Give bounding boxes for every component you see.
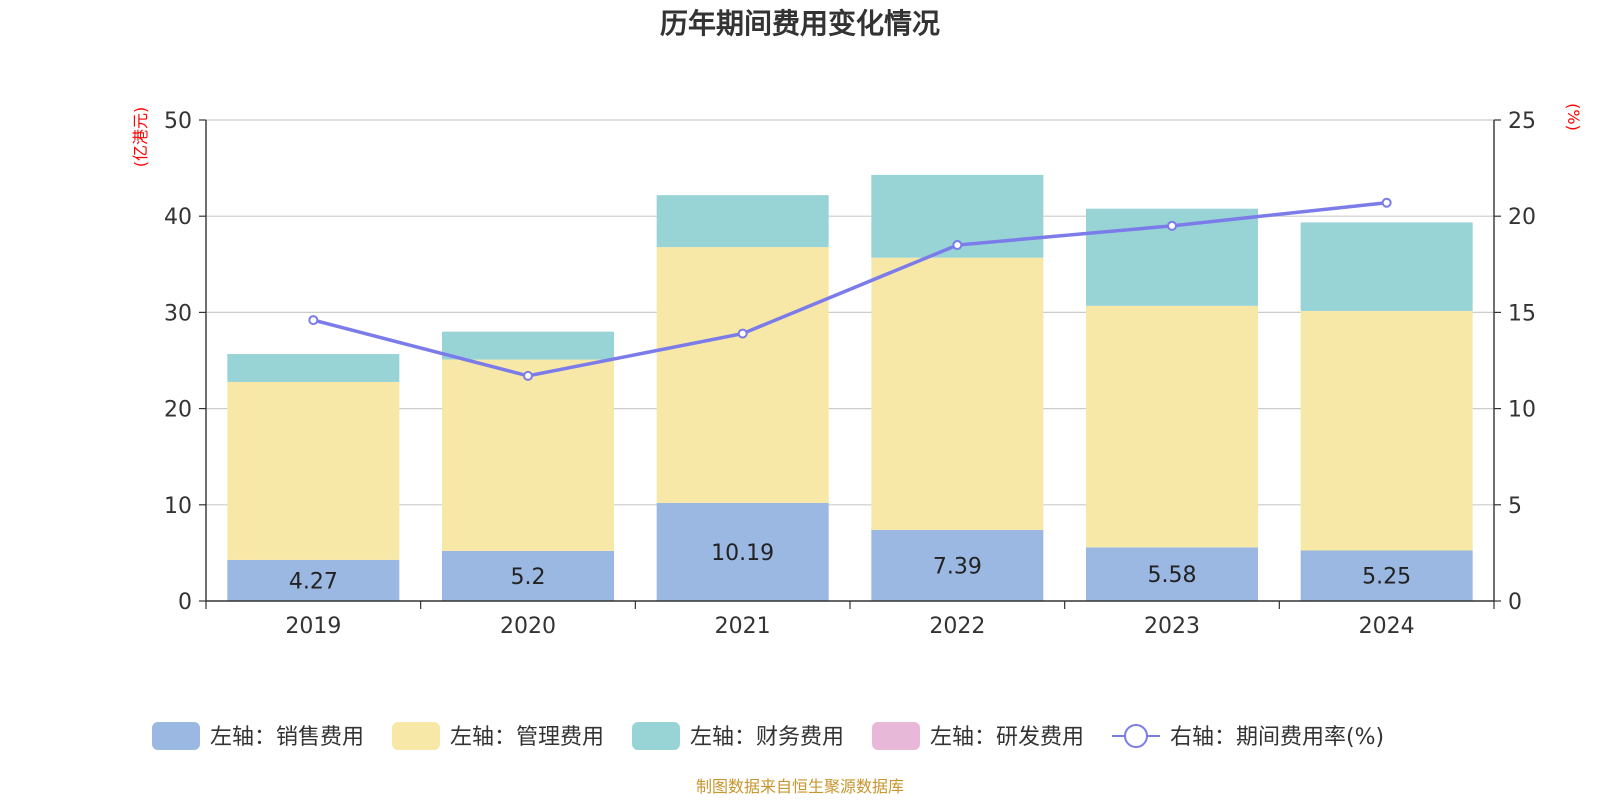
bar-data-label: 5.25 bbox=[1362, 565, 1411, 590]
bar bbox=[1300, 310, 1473, 551]
right-axis-tick-label: 5 bbox=[1508, 494, 1522, 519]
legend-marker bbox=[1124, 724, 1148, 748]
bar bbox=[1086, 305, 1258, 548]
bar-data-label: 5.58 bbox=[1148, 563, 1197, 588]
bar bbox=[442, 359, 614, 551]
legend-entry: 左轴：销售费用 bbox=[210, 725, 364, 750]
legend-entry: 左轴：财务费用 bbox=[690, 725, 844, 750]
line-series bbox=[308, 197, 1392, 381]
bar bbox=[227, 354, 400, 382]
left-axis-tick-label: 10 bbox=[164, 494, 192, 519]
x-axis-tick-label: 2022 bbox=[929, 614, 985, 639]
legend-entry: 右轴：期间费用率(%) bbox=[1170, 725, 1384, 750]
line-point bbox=[952, 240, 963, 251]
left-axis-tick-label: 0 bbox=[178, 590, 192, 615]
bar-data-label: 4.27 bbox=[289, 569, 338, 594]
left-axis-tick-label: 40 bbox=[164, 205, 192, 230]
right-axis-tick-label: 10 bbox=[1508, 398, 1536, 423]
line-point bbox=[1167, 220, 1177, 231]
bar bbox=[656, 502, 829, 601]
left-axis-unit: (亿港元) bbox=[131, 107, 150, 168]
x-axis-tick-label: 2020 bbox=[500, 614, 556, 639]
bar-data-label: 10.19 bbox=[711, 541, 774, 566]
legend-swatch bbox=[632, 722, 680, 750]
right-axis-tick-label: 20 bbox=[1508, 205, 1536, 230]
bar bbox=[227, 381, 400, 560]
legend-swatch bbox=[872, 722, 920, 750]
legend-entry: 左轴：管理费用 bbox=[450, 725, 604, 750]
left-axis-tick-label: 20 bbox=[164, 398, 192, 423]
axes: 0 10 20 30 40 50 0 5 10 15 20 25 2019 2020 2021 2022 202… bbox=[164, 109, 1536, 639]
legend-swatch bbox=[152, 722, 200, 750]
right-axis-unit: (%) bbox=[1564, 103, 1583, 131]
left-axis-tick-label: 50 bbox=[164, 109, 192, 134]
bar bbox=[1086, 547, 1258, 601]
bar-data-label: 5.2 bbox=[511, 565, 546, 590]
data-labels: 4.27 5.2 10.19 7.39 5.58 5.25 bbox=[289, 541, 1411, 594]
bar bbox=[1300, 222, 1473, 311]
right-axis-tick-label: 15 bbox=[1508, 301, 1536, 326]
x-axis-tick-label: 2021 bbox=[715, 614, 771, 639]
bar-data-label: 7.39 bbox=[933, 554, 982, 579]
bar bbox=[871, 529, 1044, 601]
grid bbox=[206, 119, 1494, 506]
legend: 左轴：销售费用 左轴：管理费用 左轴：财务费用 左轴：研发费用 右轴：期间费用率(%) bbox=[152, 722, 1384, 750]
x-axis-tick-label: 2019 bbox=[285, 614, 341, 639]
line-path bbox=[312, 200, 1387, 378]
line-point bbox=[1381, 197, 1392, 208]
bar bbox=[1300, 550, 1473, 601]
legend-swatch bbox=[392, 722, 440, 750]
bar bbox=[656, 247, 829, 503]
x-axis-tick-label: 2023 bbox=[1144, 614, 1200, 639]
chart-title: 历年期间费用变化情况 bbox=[660, 7, 940, 40]
x-axis-tick-label: 2024 bbox=[1359, 614, 1415, 639]
bar bbox=[656, 195, 829, 248]
bar bbox=[227, 559, 400, 601]
line-point bbox=[523, 370, 533, 381]
bar bbox=[871, 257, 1044, 530]
legend-entry: 左轴：研发费用 bbox=[930, 725, 1084, 750]
right-axis-tick-label: 25 bbox=[1508, 109, 1536, 134]
right-axis-tick-label: 0 bbox=[1508, 590, 1522, 615]
line-point bbox=[737, 328, 748, 339]
bar bbox=[442, 331, 614, 360]
left-axis-tick-label: 30 bbox=[164, 301, 192, 326]
bar bbox=[442, 550, 614, 601]
line-point bbox=[308, 315, 319, 326]
bars bbox=[227, 174, 1473, 601]
source-note: 制图数据来自恒生聚源数据库 bbox=[696, 777, 904, 796]
